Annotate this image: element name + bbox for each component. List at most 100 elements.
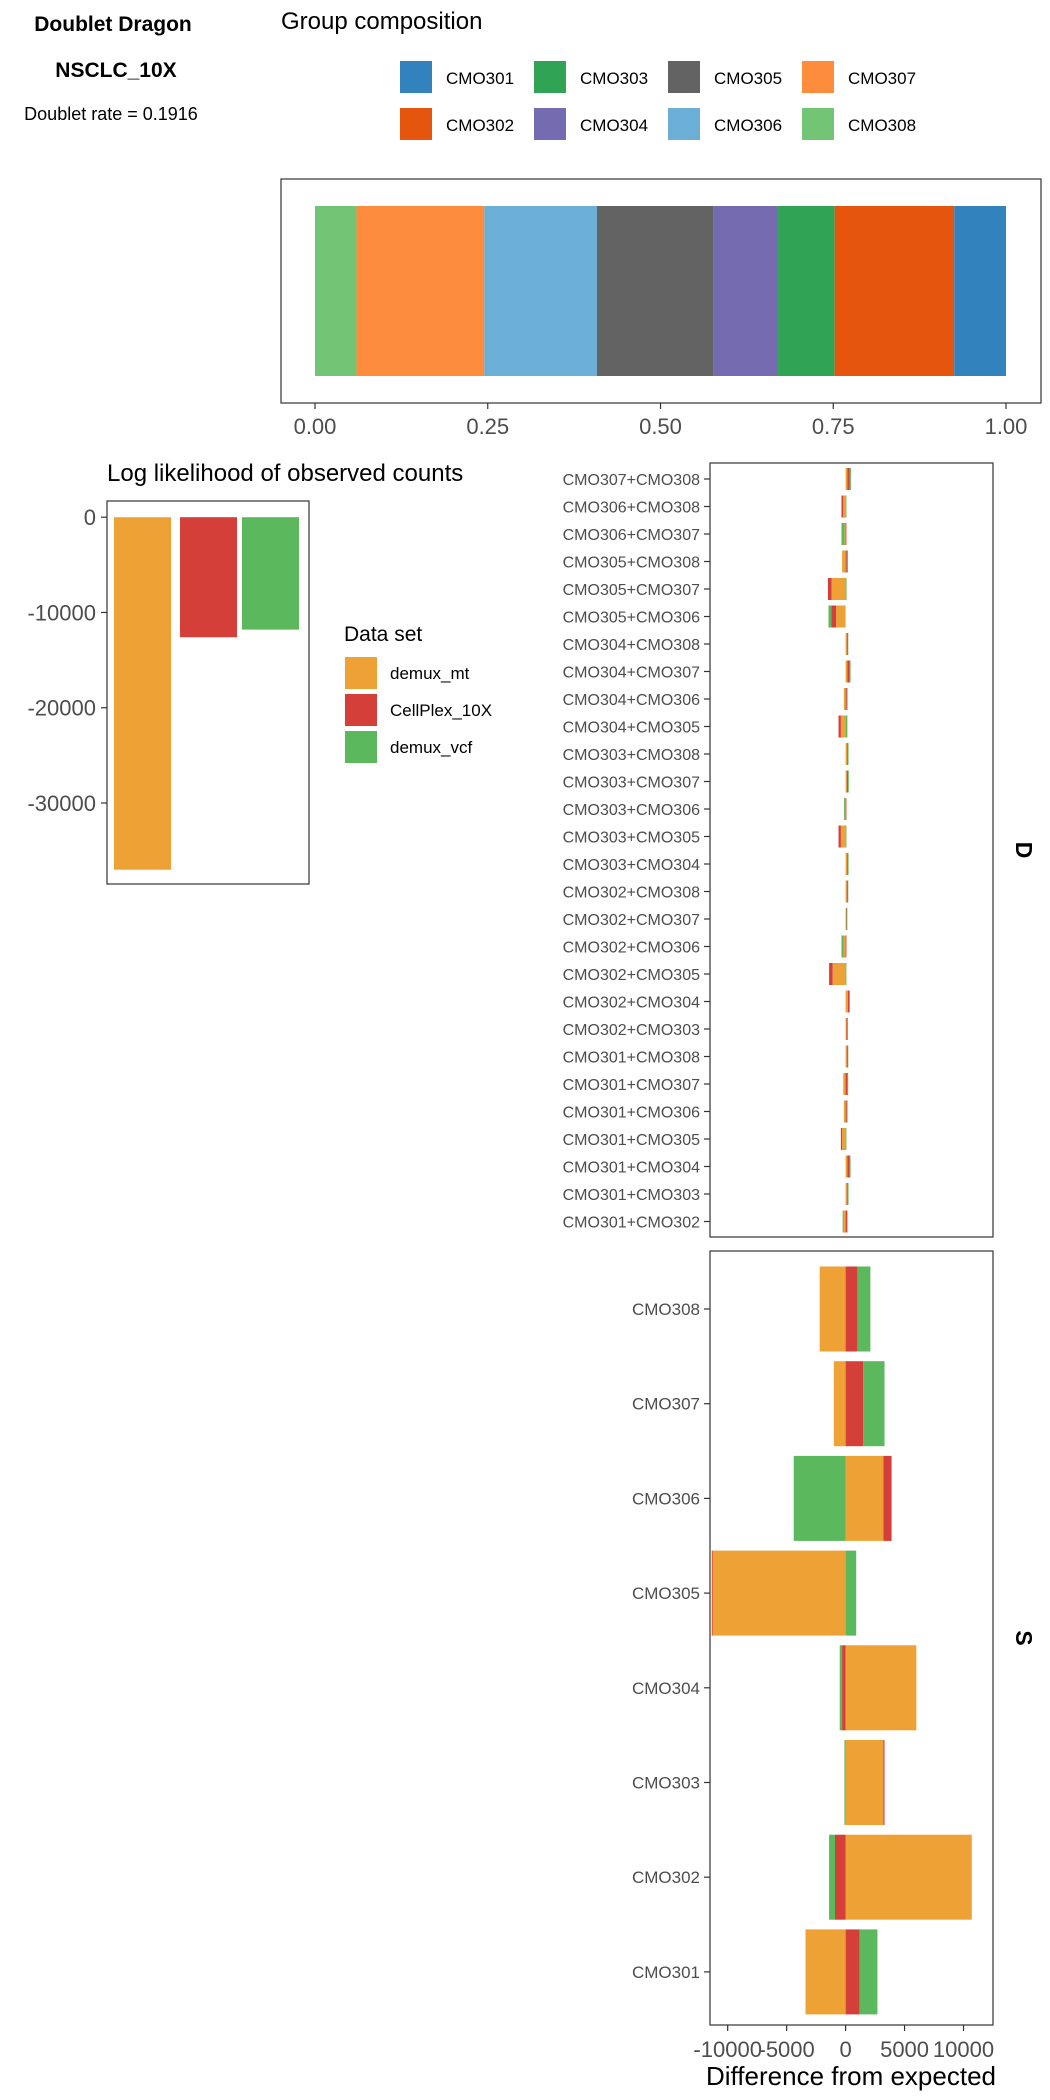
log-likelihood-tick-label: -20000 <box>27 696 96 721</box>
difference-category-label: CMO304+CMO308 <box>563 637 700 654</box>
difference-bar-cellplex_10x <box>883 1740 885 1825</box>
difference-bar-cellplex_10x <box>846 770 848 793</box>
difference-bar-demux_mt <box>843 935 846 958</box>
dataset-legend-swatch-demux_vcf <box>345 731 377 763</box>
composition-title: Group composition <box>281 8 482 35</box>
composition-legend: CMO301 CMO303 CMO305 CMO307 CMO302 CMO304 CMO3… <box>400 61 916 140</box>
difference-bar-demux_vcf <box>843 798 845 820</box>
difference-category-label: CMO306+CMO307 <box>563 527 700 544</box>
difference-bar-demux_mt <box>845 1155 848 1178</box>
difference-category-label: CMO302+CMO304 <box>563 995 700 1012</box>
difference-bar-demux_mt <box>845 1834 972 1920</box>
difference-x-axis-label: Difference from expected <box>706 2061 996 2091</box>
difference-bar-cellplex_10x <box>846 1018 848 1040</box>
legend-label-cmo302: CMO302 <box>446 116 514 135</box>
difference-bar-cellplex_10x <box>845 523 847 545</box>
difference-bar-demux_mt <box>842 550 846 573</box>
difference-category-label: CMO301+CMO303 <box>563 1187 700 1204</box>
legend-label-cmo308: CMO308 <box>848 116 916 135</box>
difference-category-label: CMO301+CMO308 <box>563 1050 700 1067</box>
difference-bar-cellplex_10x <box>883 1455 892 1541</box>
difference-category-label: CMO305+CMO307 <box>563 582 700 599</box>
difference-bar-demux_mt <box>840 825 846 848</box>
group-composition-chart: Group composition CMO301 CMO303 CMO305 CMO3… <box>280 8 1042 439</box>
legend-swatch-cmo301 <box>400 61 432 93</box>
difference-category-label: CMO303+CMO306 <box>563 802 700 819</box>
difference-bar-demux_vcf <box>846 1100 848 1123</box>
legend-swatch-cmo306 <box>668 108 700 140</box>
difference-bar-demux_mt <box>845 908 847 930</box>
difference-x-axis: -10000-5000 0 5000 10000 <box>693 2025 994 2062</box>
difference-category-label: CMO302 <box>632 1868 700 1887</box>
difference-tick-label: 5000 <box>880 2037 929 2062</box>
difference-category-label: CMO303 <box>632 1774 700 1793</box>
log-likelihood-bar-cellplex_10x <box>180 517 237 638</box>
difference-bar-demux_mt <box>832 963 846 985</box>
difference-bar-demux_vcf <box>849 660 851 683</box>
composition-tick-label: 0.00 <box>294 414 337 439</box>
difference-bar-demux_mt <box>845 660 848 683</box>
dataset-legend-label-demux_mt: demux_mt <box>390 664 470 683</box>
difference-tick-label: 10000 <box>933 2037 994 2062</box>
difference-bar-demux_mt <box>819 1266 846 1352</box>
difference-bar-cellplex_10x <box>847 468 850 490</box>
difference-tick-label: -5000 <box>759 2037 815 2062</box>
difference-bar-demux_mt <box>845 468 848 490</box>
legend-label-cmo306: CMO306 <box>714 116 782 135</box>
difference-bar-cellplex_10x <box>842 1645 846 1731</box>
log-likelihood-y-axis: 0 -10000 -20000 -30000 <box>27 505 107 816</box>
difference-category-label: CMO307+CMO308 <box>563 472 700 489</box>
log-likelihood-panel <box>106 500 310 885</box>
difference-bar-demux_vcf <box>849 468 851 490</box>
difference-bar-demux_vcf <box>839 1645 843 1731</box>
difference-bar-demux_mt <box>844 523 846 545</box>
difference-bar-demux_mt <box>712 1550 846 1636</box>
composition-x-axis: 0.00 0.25 0.50 0.75 1.00 <box>294 403 1028 439</box>
difference-bar-cellplex_10x <box>845 1100 847 1123</box>
dataset-legend-swatch-demux_mt <box>345 657 377 689</box>
composition-tick-label: 1.00 <box>985 414 1028 439</box>
difference-bar-cellplex_10x <box>827 578 832 600</box>
difference-chart: CMO307+CMO308 CMO306+CMO308 CMO306+CMO307 C… <box>563 462 1037 2091</box>
difference-bar-demux_mt <box>833 1361 846 1447</box>
facet-strip-label: S <box>1011 1630 1037 1645</box>
composition-segment-cmo302 <box>834 206 955 376</box>
difference-bar-demux_vcf <box>847 1018 848 1040</box>
composition-bars <box>315 206 1006 376</box>
dataset-legend-title: Data set <box>344 623 422 646</box>
facet-strips: DS <box>1011 842 1037 1646</box>
difference-bar-cellplex_10x <box>845 935 847 958</box>
difference-category-label: CMO304 <box>632 1679 700 1698</box>
composition-tick-label: 0.25 <box>466 414 509 439</box>
difference-bar-cellplex_10x <box>845 688 847 710</box>
difference-bar-demux_mt <box>831 578 846 600</box>
difference-bar-demux_vcf <box>846 550 848 573</box>
difference-bar-demux_mt <box>836 605 846 628</box>
difference-bar-demux_vcf <box>847 853 849 875</box>
legend-label-cmo305: CMO305 <box>714 69 782 88</box>
log-likelihood-chart: Log likelihood of observed counts 0 -1000… <box>27 460 492 885</box>
difference-bar-demux_vcf <box>845 715 848 738</box>
legend-swatch-cmo303 <box>534 61 566 93</box>
difference-bar-demux_mt <box>845 853 848 875</box>
singlet-panel <box>709 1250 994 2026</box>
difference-bar-demux_vcf <box>847 1183 849 1205</box>
legend-label-cmo301: CMO301 <box>446 69 514 88</box>
difference-category-label: CMO304+CMO305 <box>563 720 700 737</box>
difference-category-label: CMO301+CMO305 <box>563 1132 700 1149</box>
difference-bar-demux_vcf <box>845 578 847 600</box>
difference-bar-demux_mt <box>845 1018 847 1040</box>
difference-bars <box>711 468 972 2015</box>
difference-bar-cellplex_10x <box>834 1834 846 1920</box>
difference-bar-demux_mt <box>843 1210 846 1233</box>
difference-bar-demux_mt <box>845 770 847 793</box>
difference-tick-label: 0 <box>839 2037 851 2062</box>
difference-bar-demux_vcf <box>845 825 847 848</box>
legend-label-cmo303: CMO303 <box>580 69 648 88</box>
difference-bar-demux_vcf <box>841 935 844 958</box>
difference-bar-cellplex_10x <box>845 1266 858 1352</box>
dataset-legend-label-demux_vcf: demux_vcf <box>390 738 472 757</box>
figure-title: Doublet Dragon <box>34 13 192 36</box>
difference-bar-cellplex_10x <box>840 1128 843 1150</box>
difference-category-label: CMO302+CMO305 <box>563 967 700 984</box>
